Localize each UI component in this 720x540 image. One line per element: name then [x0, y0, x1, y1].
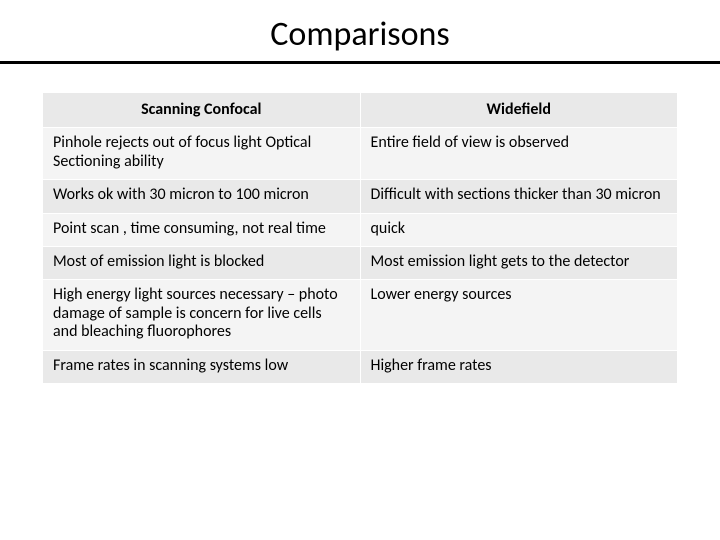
table-row: Point scan , time consuming, not real ti… [43, 213, 678, 246]
cell-widefield: Higher frame rates [360, 350, 678, 383]
slide: Comparisons Scanning Confocal Widefield … [0, 0, 720, 540]
cell-widefield: Difficult with sections thicker than 30 … [360, 180, 678, 213]
table-row: Frame rates in scanning systems low High… [43, 350, 678, 383]
column-header-scanning-confocal: Scanning Confocal [43, 93, 361, 128]
table-header-row: Scanning Confocal Widefield [43, 93, 678, 128]
cell-widefield: quick [360, 213, 678, 246]
comparison-table: Scanning Confocal Widefield Pinhole reje… [42, 92, 678, 384]
cell-widefield: Most emission light gets to the detector [360, 246, 678, 279]
column-header-widefield: Widefield [360, 93, 678, 128]
table-row: Most of emission light is blocked Most e… [43, 246, 678, 279]
comparison-table-wrap: Scanning Confocal Widefield Pinhole reje… [0, 64, 720, 384]
cell-scanning: High energy light sources necessary – ph… [43, 280, 361, 350]
cell-scanning: Frame rates in scanning systems low [43, 350, 361, 383]
table-row: High energy light sources necessary – ph… [43, 280, 678, 350]
cell-scanning: Point scan , time consuming, not real ti… [43, 213, 361, 246]
cell-widefield: Lower energy sources [360, 280, 678, 350]
cell-scanning: Pinhole rejects out of focus light Optic… [43, 128, 361, 180]
cell-widefield: Entire field of view is observed [360, 128, 678, 180]
table-row: Works ok with 30 micron to 100 micron Di… [43, 180, 678, 213]
page-title: Comparisons [0, 0, 720, 61]
cell-scanning: Most of emission light is blocked [43, 246, 361, 279]
table-row: Pinhole rejects out of focus light Optic… [43, 128, 678, 180]
cell-scanning: Works ok with 30 micron to 100 micron [43, 180, 361, 213]
